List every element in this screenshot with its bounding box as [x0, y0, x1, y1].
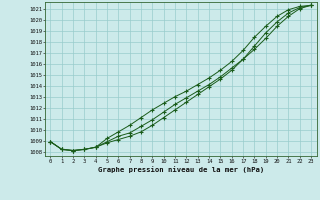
X-axis label: Graphe pression niveau de la mer (hPa): Graphe pression niveau de la mer (hPa): [98, 166, 264, 173]
